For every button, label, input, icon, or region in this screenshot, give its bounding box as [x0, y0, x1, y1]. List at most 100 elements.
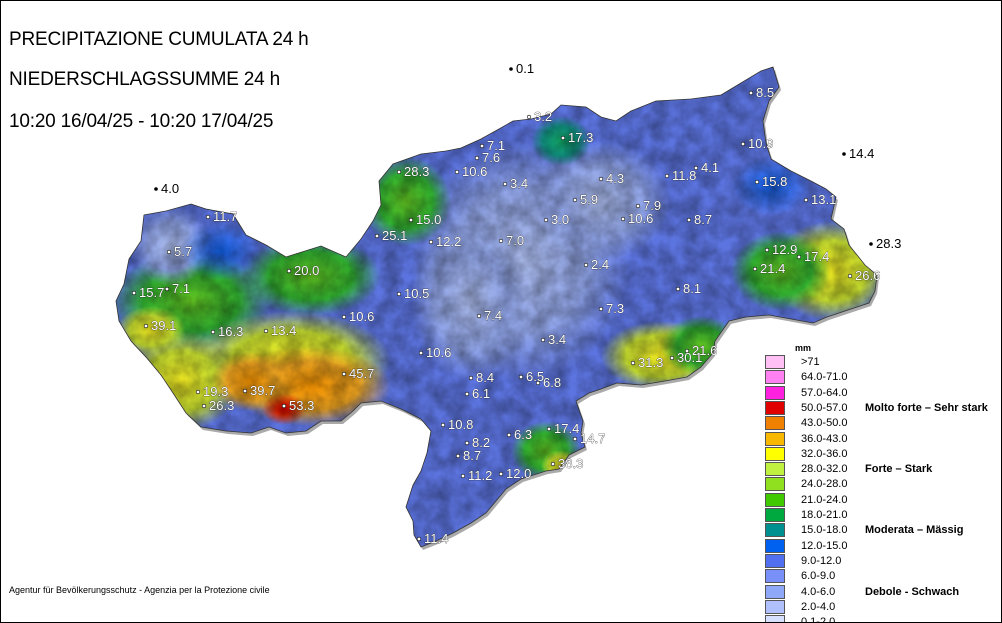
station-value: 14.7: [580, 431, 605, 446]
station-dot: [242, 388, 248, 394]
station-value: 8.2: [472, 435, 490, 450]
station-dot: [675, 286, 681, 292]
legend-category-label: Moderata – Mässig: [865, 524, 964, 537]
station-marker: 28.3: [396, 164, 430, 179]
station-dot: [620, 216, 626, 222]
legend-class-label: 50.0-57.0: [801, 401, 848, 414]
station-dot: [396, 169, 402, 175]
legend-swatch: [765, 462, 785, 477]
station-marker: 5.7: [166, 244, 192, 259]
station-dot: [869, 242, 873, 246]
station-dot: [281, 403, 287, 409]
station-value: 20.0: [294, 263, 319, 278]
station-value: 11.7: [213, 209, 237, 224]
station-marker: 11.4: [416, 531, 449, 546]
station-value: 10.6: [349, 309, 374, 324]
legend-class: 36.0-43.0: [765, 431, 1001, 447]
legend-class: 24.0-28.0: [765, 477, 1001, 492]
station-marker: 19.3: [195, 384, 229, 399]
station-value: 31.3: [638, 355, 663, 370]
title-italian: PRECIPITAZIONE CUMULATA 24 h: [9, 29, 309, 50]
station-dot: [740, 141, 746, 147]
legend-class: 64.0-71.0: [765, 370, 1001, 385]
legend-swatch: [765, 431, 785, 446]
station-value: 12.2: [436, 234, 461, 249]
station-dot: [686, 217, 692, 223]
legend-class: 50.0-57.0: [765, 400, 1001, 416]
station-marker: 38.3: [550, 456, 584, 471]
station-marker: 20.0: [286, 263, 320, 278]
station-dot: [842, 152, 846, 156]
station-dot: [572, 197, 578, 203]
station-marker: 17.4: [796, 249, 830, 264]
station-dot: [454, 169, 460, 175]
station-marker: 8.1: [675, 281, 701, 296]
station-value: 14.4: [849, 146, 874, 161]
station-dot: [847, 273, 853, 279]
station-value: 8.5: [756, 85, 774, 100]
station-marker: 39.1: [143, 318, 177, 333]
station-dot: [210, 329, 216, 335]
station-value: 4.0: [161, 181, 179, 196]
station-dot: [560, 135, 566, 141]
legend-class-label: >71: [801, 356, 820, 368]
legend-class-label: 43.0-50.0: [801, 417, 848, 430]
station-marker: 7.9: [635, 198, 661, 213]
legend-class: 43.0-50.0: [765, 416, 1001, 431]
station-value: 7.1: [172, 281, 190, 296]
station-value: 10.6: [426, 345, 451, 360]
station-dot: [143, 323, 149, 329]
station-marker: 7.6: [474, 150, 500, 165]
station-dot: [418, 350, 424, 356]
station-value: 45.7: [349, 366, 374, 381]
station-value: 10.6: [462, 164, 487, 179]
legend-class: 9.0-12.0: [765, 553, 1001, 569]
station-value: 10.6: [628, 211, 653, 226]
station-marker: 4.3: [598, 171, 624, 186]
station-dot: [506, 432, 512, 438]
station-value: 3.4: [510, 176, 528, 191]
legend-class-label: 32.0-36.0: [801, 447, 848, 460]
station-marker: 11.7: [205, 209, 238, 224]
station-marker: 13.1: [803, 192, 837, 207]
legend-class-label: 15.0-18.0: [801, 524, 848, 537]
legend-category-label: Forte – Stark: [865, 463, 933, 476]
station-dot: [428, 239, 434, 245]
legend-class: 28.0-32.0: [765, 462, 1001, 477]
legend-swatch: [765, 553, 785, 568]
station-dot: [498, 471, 504, 477]
station-marker: 26.6: [847, 268, 881, 283]
station-dot: [550, 461, 556, 467]
station-dot: [498, 238, 504, 244]
station-marker: 14.4: [842, 146, 874, 161]
station-value: 39.7: [250, 383, 275, 398]
legend-class-label: 0.1-2.0: [801, 616, 836, 623]
station-value: 7.0: [506, 233, 524, 248]
station-dot: [669, 355, 675, 361]
station-dot: [752, 266, 758, 272]
credit-text: Agentur für Bevölkerungsschutz - Agenzia…: [9, 585, 270, 595]
station-marker: 10.6: [418, 345, 452, 360]
station-dot: [416, 536, 422, 542]
station-dot: [509, 67, 513, 71]
station-dot: [195, 389, 201, 395]
legend-class: 2.0-4.0: [765, 599, 1001, 615]
station-marker: 30.1: [669, 350, 703, 365]
station-marker: 2.4: [583, 257, 609, 272]
station-value: 4.1: [701, 160, 719, 175]
station-marker: 3.2: [526, 109, 552, 124]
station-marker: 7.0: [498, 233, 524, 248]
legend-swatch: [765, 416, 785, 431]
legend-category-label: Debole - Schwach: [865, 585, 960, 598]
station-dot: [502, 181, 508, 187]
station-dot: [598, 176, 604, 182]
station-value: 6.8: [543, 375, 561, 390]
legend-swatch: [765, 400, 785, 415]
station-marker: 53.3: [281, 398, 315, 413]
legend-unit: mm: [795, 343, 812, 353]
station-dot: [474, 155, 480, 161]
time-period: 10:20 16/04/25 - 10:20 17/04/25: [9, 111, 274, 132]
station-value: 2.4: [591, 257, 609, 272]
station-value: 13.4: [271, 323, 296, 338]
